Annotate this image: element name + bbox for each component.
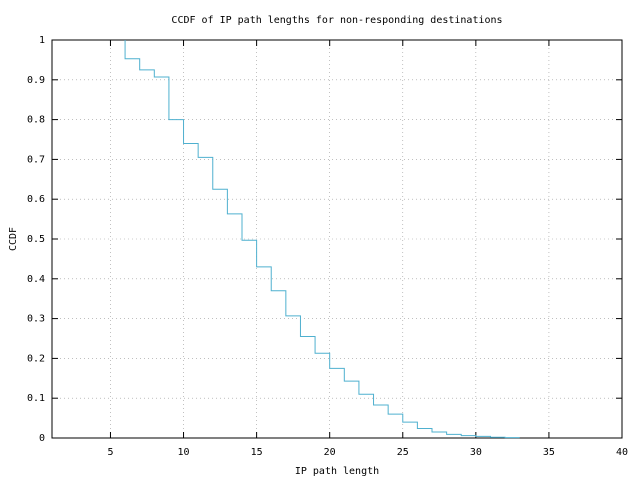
plot-frame — [51, 39, 623, 439]
x-tick-label: 30 — [470, 447, 482, 458]
ccdf-line — [124, 40, 520, 439]
y-tick-label: 0 — [39, 433, 45, 444]
x-tick-label: 5 — [107, 447, 113, 458]
y-tick-label: 0.1 — [27, 393, 45, 404]
y-tick-label: 0.4 — [27, 274, 45, 285]
y-tick-label: 0.9 — [27, 75, 45, 86]
x-tick-label: 25 — [397, 447, 409, 458]
y-tick-label: 0.7 — [27, 154, 45, 165]
y-axis-label: CCDF — [8, 227, 19, 251]
x-tick-label: 35 — [543, 447, 555, 458]
y-tick-label: 0.8 — [27, 115, 45, 126]
x-axis-label: IP path length — [295, 466, 379, 477]
y-tick-label: 0.6 — [27, 194, 45, 205]
y-tick-label: 0.5 — [27, 234, 45, 245]
x-tick-label: 40 — [616, 447, 628, 458]
y-tick-label: 0.3 — [27, 314, 45, 325]
y-tick-label: 1 — [39, 35, 45, 46]
x-tick-label: 15 — [251, 447, 263, 458]
x-tick-label: 20 — [324, 447, 336, 458]
x-tick-label: 10 — [178, 447, 190, 458]
chart-title: CCDF of IP path lengths for non-respondi… — [171, 15, 502, 26]
y-tick-label: 0.2 — [27, 353, 45, 364]
